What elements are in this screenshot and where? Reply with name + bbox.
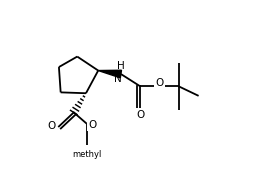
Text: O: O [88, 120, 96, 130]
Text: H: H [117, 61, 124, 71]
Text: methyl: methyl [72, 150, 102, 159]
Polygon shape [98, 70, 121, 78]
Text: O: O [48, 121, 56, 131]
Text: O: O [155, 78, 163, 88]
Text: O: O [136, 109, 144, 120]
Text: N: N [114, 74, 122, 84]
